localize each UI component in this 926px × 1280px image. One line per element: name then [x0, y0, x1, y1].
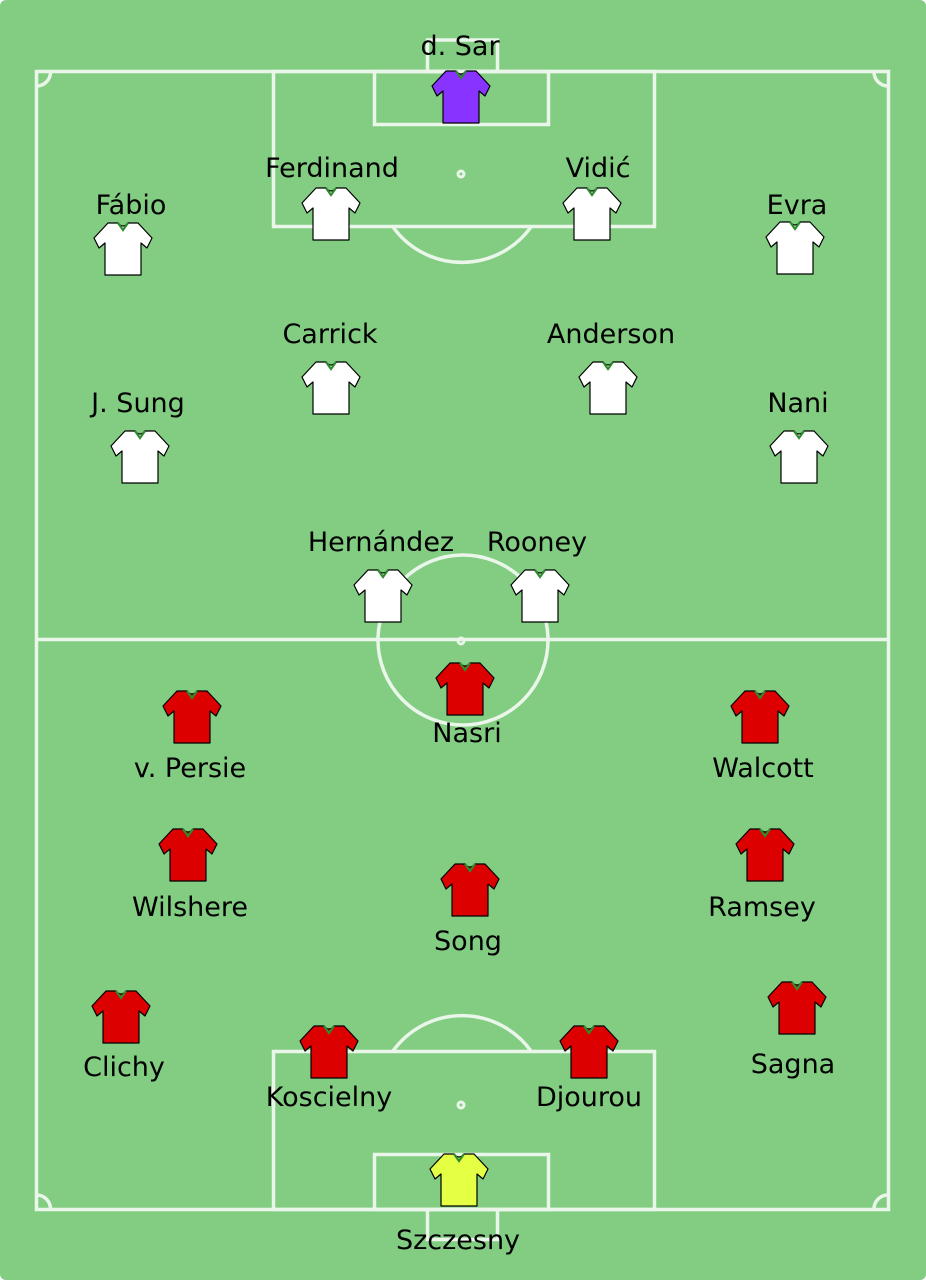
team-bottom: Nasri v. Persie Walcott Wilshere Ramsey … [83, 661, 835, 1256]
player-name: Rooney [487, 527, 587, 558]
player-name: Szczesny [396, 1225, 520, 1256]
player-name: d. Sar [420, 31, 500, 62]
player-bottom-3: Wilshere [132, 827, 248, 923]
player-top-5: Carrick [282, 319, 378, 416]
player-bottom-10: Szczesny [396, 1152, 520, 1256]
player-bottom-7: Sagna [751, 980, 835, 1080]
player-bottom-6: Clichy [83, 989, 165, 1083]
player-bottom-9: Djourou [536, 1024, 642, 1113]
corner-arc-bottom-right [872, 1193, 889, 1210]
player-name: Fábio [96, 190, 167, 221]
pitch-markings [34, 38, 891, 1242]
player-top-3: Fábio [92, 190, 167, 277]
player-name: Carrick [282, 319, 377, 350]
player-name: Anderson [547, 319, 675, 350]
player-name: Ramsey [708, 892, 816, 923]
bottom-penalty-arc [391, 1013, 533, 1053]
player-bottom-0: Nasri [432, 661, 502, 749]
player-name: Ferdinand [265, 153, 399, 184]
player-name: J. Sung [89, 388, 185, 419]
player-top-9: Hernández [308, 527, 454, 624]
player-top-0: d. Sar [420, 31, 500, 125]
player-top-8: Nani [767, 388, 830, 485]
player-name: Nasri [432, 718, 501, 749]
player-name: Evra [767, 190, 828, 221]
bottom-goal [425, 1207, 500, 1242]
player-top-10: Rooney [487, 527, 587, 624]
top-penalty-arc [391, 225, 533, 265]
top-penalty-spot [456, 169, 466, 179]
bottom-penalty-spot [456, 1100, 466, 1110]
player-name: Koscielny [266, 1082, 393, 1113]
corner-arc-top-left [36, 71, 53, 88]
player-name: Sagna [751, 1049, 835, 1080]
player-name: Hernández [308, 527, 454, 558]
team-top: d. Sar Ferdinand Vidić Fábio Evra Carric… [89, 31, 830, 624]
corner-arc-top-right [872, 71, 889, 88]
centre-spot [456, 636, 466, 646]
player-top-7: J. Sung [89, 388, 185, 485]
corner-arc-bottom-left [36, 1193, 53, 1210]
player-top-2: Vidić [561, 153, 631, 242]
player-name: Nani [767, 388, 828, 419]
player-name: v. Persie [134, 753, 246, 784]
player-name: Wilshere [132, 892, 248, 923]
top-goal [425, 38, 500, 74]
player-name: Song [434, 926, 502, 957]
player-bottom-1: v. Persie [134, 689, 246, 784]
player-top-4: Evra [764, 190, 828, 276]
centre-circle [376, 553, 550, 727]
player-name: Djourou [536, 1082, 642, 1113]
player-bottom-8: Koscielny [266, 1024, 393, 1113]
player-top-6: Anderson [547, 319, 675, 416]
player-name: Walcott [712, 753, 814, 784]
player-bottom-4: Ramsey [708, 827, 816, 923]
player-bottom-5: Song [434, 862, 502, 957]
player-bottom-2: Walcott [712, 689, 814, 784]
player-top-1: Ferdinand [265, 153, 399, 242]
player-name: Vidić [566, 153, 631, 184]
player-name: Clichy [83, 1052, 165, 1083]
